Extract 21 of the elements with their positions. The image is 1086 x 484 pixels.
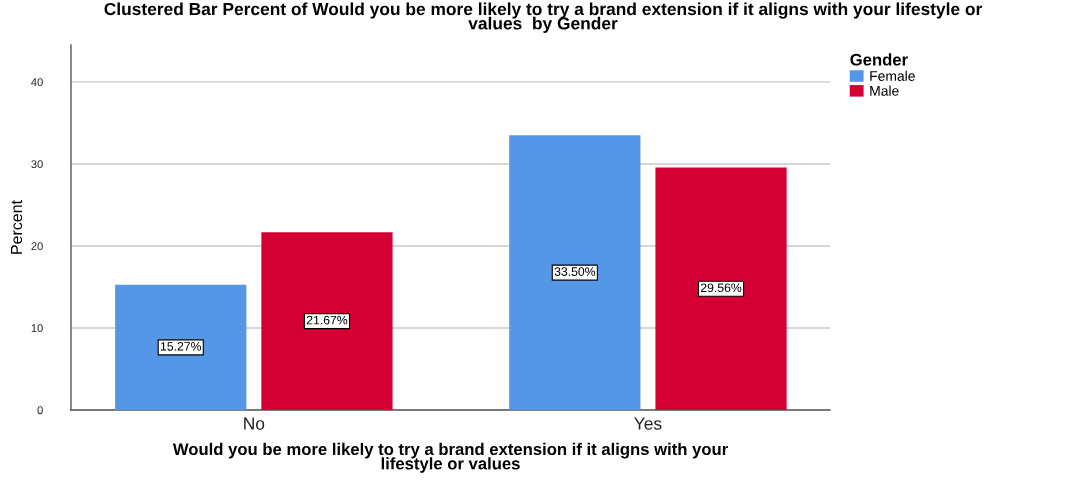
x-tick-label: Yes (634, 417, 662, 430)
y-tick-label: 10 (31, 324, 43, 333)
bar (261, 232, 393, 410)
x-tick-label: No (244, 417, 265, 430)
y-tick-label: 40 (31, 78, 43, 87)
y-tick-label: 0 (37, 406, 43, 415)
chart-title: Clustered Bar Percent of Would you be more likely to try a brand extension if it aligns with your lifestyle or values by Gender (104, 2, 983, 33)
y-tick-label: 20 (31, 242, 43, 251)
data-label: 21.67% (306, 315, 348, 325)
y-tick-label: 30 (31, 160, 43, 169)
legend-title: Gender (850, 53, 908, 66)
legend-label: Male (870, 85, 899, 96)
bar (115, 284, 247, 410)
y-axis-title: Percent (11, 200, 23, 254)
bar (655, 167, 787, 410)
data-label: 33.50% (554, 267, 596, 276)
bar (509, 135, 641, 410)
x-axis-title: Would you be more likely to try a brand extension if it aligns with your lifestyle or values (172, 442, 728, 473)
data-label: 15.27% (160, 342, 202, 351)
legend-label: Female (870, 70, 915, 81)
data-label: 29.56% (700, 283, 742, 293)
